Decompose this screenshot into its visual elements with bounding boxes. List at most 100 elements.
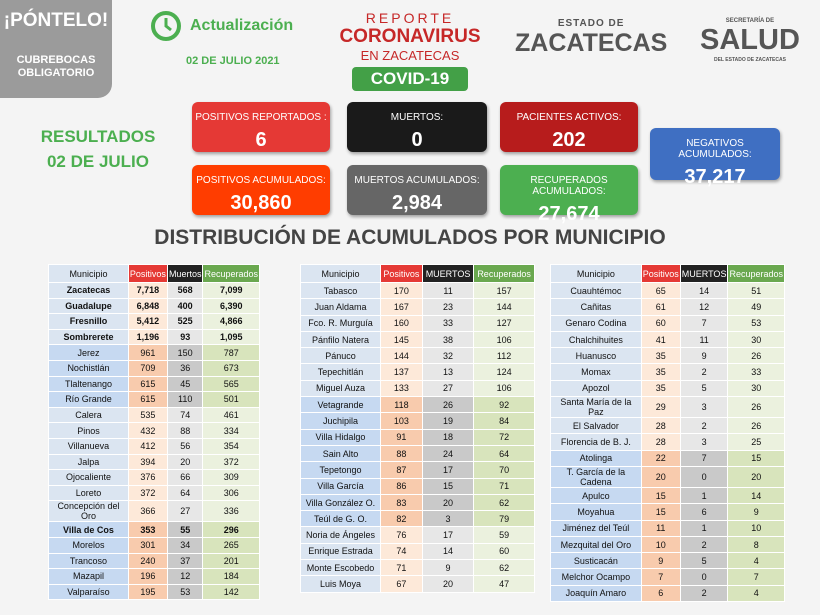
summary-label: MUERTOS ACUMULADOS: — [354, 175, 480, 186]
table-cell: Florencia de B. J. — [550, 433, 642, 451]
table-cell: 7 — [640, 568, 681, 586]
table-cell: 400 — [166, 297, 204, 315]
table-row: Enrique Estrada 74 14 60 — [300, 542, 535, 561]
table-row: Mezquital del Oro 10 2 8 — [550, 535, 785, 554]
table-cell: Concepción del Oro — [48, 500, 129, 523]
table-cell: 353 — [127, 521, 168, 538]
table-cell: 1,196 — [127, 328, 168, 346]
table-cell: Cañitas — [550, 298, 642, 316]
table-cell: 336 — [202, 500, 260, 523]
coronavirus: CORONAVIRUS — [339, 26, 481, 47]
municipio-table: Municipio Positivos Muertos Recuperados Zaca… — [48, 264, 260, 601]
table-cell: 2 — [679, 535, 729, 554]
table-cell: 66 — [166, 469, 204, 486]
table-row: Valparaíso 195 53 142 — [48, 583, 260, 601]
municipio-table: Municipio Positivos MUERTOS Recuperados Taba… — [300, 264, 535, 593]
table-row: Apulco 15 1 14 — [550, 486, 785, 505]
table-cell: Susticacán — [550, 552, 642, 570]
table-cell: 6 — [679, 503, 729, 521]
table-cell: 79 — [473, 510, 535, 528]
table-cell: 35 — [640, 347, 681, 365]
table-cell: 82 — [379, 510, 423, 528]
table-row: Pánfilo Natera 145 38 106 — [300, 330, 535, 349]
table-cell: 53 — [727, 314, 785, 332]
table-cell: 67 — [379, 575, 423, 593]
table-row: Momax 35 2 33 — [550, 363, 785, 381]
update-label: Actualización — [190, 17, 294, 34]
table-cell: 33 — [421, 314, 475, 332]
table-cell: Vetagrande — [300, 396, 381, 414]
table-cell: 565 — [202, 375, 260, 393]
table-row: Mazapil 196 12 184 — [48, 568, 260, 585]
table-cell: 461 — [202, 406, 260, 424]
table-cell: 106 — [473, 330, 535, 349]
table-row: Cañitas 61 12 49 — [550, 298, 785, 316]
summary-value: 202 — [552, 129, 586, 151]
table-row: Genaro Codina 60 7 53 — [550, 314, 785, 332]
table-cell: Jiménez del Teúl — [550, 519, 642, 537]
table-cell: Pánfilo Natera — [300, 330, 381, 349]
table-cell: 240 — [127, 552, 168, 570]
table-cell: 961 — [127, 344, 168, 361]
table-cell: 84 — [473, 412, 535, 430]
table-cell: Valparaíso — [48, 583, 129, 601]
table-row: Sombrerete 1,196 93 1,095 — [48, 328, 260, 346]
table-cell: 62 — [473, 493, 535, 512]
table-row: Santa María de la Paz 29 3 26 — [550, 396, 785, 419]
table-cell: 160 — [379, 314, 423, 332]
table-cell: 7 — [679, 314, 729, 332]
column-header: Positivos — [379, 264, 423, 283]
table-cell: 103 — [379, 412, 423, 430]
table-cell: 2 — [679, 417, 729, 435]
summary-label: NEGATIVOS ACUMULADOS: — [678, 138, 752, 160]
table-cell: Apozol — [550, 379, 642, 398]
column-header: Municipio — [48, 264, 129, 283]
table-cell: Apulco — [550, 486, 642, 505]
table-row: Chalchihuites 41 11 30 — [550, 330, 785, 349]
table-cell: 20 — [640, 465, 681, 488]
table-cell: 306 — [202, 484, 260, 502]
table-cell: 6,390 — [202, 297, 260, 315]
health-logo: SECRETARÍA DE SALUD DEL ESTADO DE ZACATE… — [700, 18, 800, 63]
summary-box: NEGATIVOS ACUMULADOS: 37,217 — [650, 128, 780, 188]
table-row: Ojocaliente 376 66 309 — [48, 469, 260, 486]
table-cell: 47 — [473, 575, 535, 593]
table-cell: Pánuco — [300, 347, 381, 365]
table-cell: Río Grande — [48, 391, 129, 408]
table-cell: Trancoso — [48, 552, 129, 570]
update-date: 02 DE JULIO 2021 — [186, 55, 280, 67]
table-cell: 195 — [127, 583, 168, 601]
table-row: Villanueva 412 56 354 — [48, 437, 260, 455]
health: SALUD — [700, 24, 800, 56]
table-cell: 10 — [640, 535, 681, 554]
table-cell: 4 — [727, 552, 785, 570]
table-row: Jiménez del Teúl 11 1 10 — [550, 519, 785, 537]
table-cell: 62 — [473, 559, 535, 577]
table-cell: 301 — [127, 536, 168, 554]
table-cell: 106 — [473, 379, 535, 398]
table-cell: 55 — [166, 521, 204, 538]
table-row: Pánuco 144 32 112 — [300, 347, 535, 365]
table-row: Villa García 86 15 71 — [300, 477, 535, 495]
table-cell: 14 — [679, 281, 729, 300]
table-cell: 372 — [127, 484, 168, 502]
table-cell: Villa de Cos — [48, 521, 129, 538]
table-row: Nochistlán 709 36 673 — [48, 359, 260, 377]
summary-box: POSITIVOS ACUMULADOS: 30,860 — [192, 165, 330, 215]
table-cell: 412 — [127, 437, 168, 455]
table-cell: 615 — [127, 391, 168, 408]
summary-value: 6 — [255, 129, 267, 151]
column-header: MUERTOS — [679, 264, 729, 283]
table-cell: 38 — [421, 330, 475, 349]
table-cell: 26 — [727, 417, 785, 435]
table-cell: 137 — [379, 363, 423, 381]
table-cell: 36 — [166, 359, 204, 377]
table-cell: 157 — [473, 281, 535, 300]
table-cell: 86 — [379, 477, 423, 495]
table-row: Teúl de G. O. 82 3 79 — [300, 510, 535, 528]
state-logo: ESTADO DE ZACATECAS — [515, 18, 667, 58]
summary-value: 0 — [411, 129, 423, 151]
table-cell: 5,412 — [127, 313, 168, 330]
table-cell: 12 — [679, 298, 729, 316]
table-cell: 6,848 — [127, 297, 168, 315]
